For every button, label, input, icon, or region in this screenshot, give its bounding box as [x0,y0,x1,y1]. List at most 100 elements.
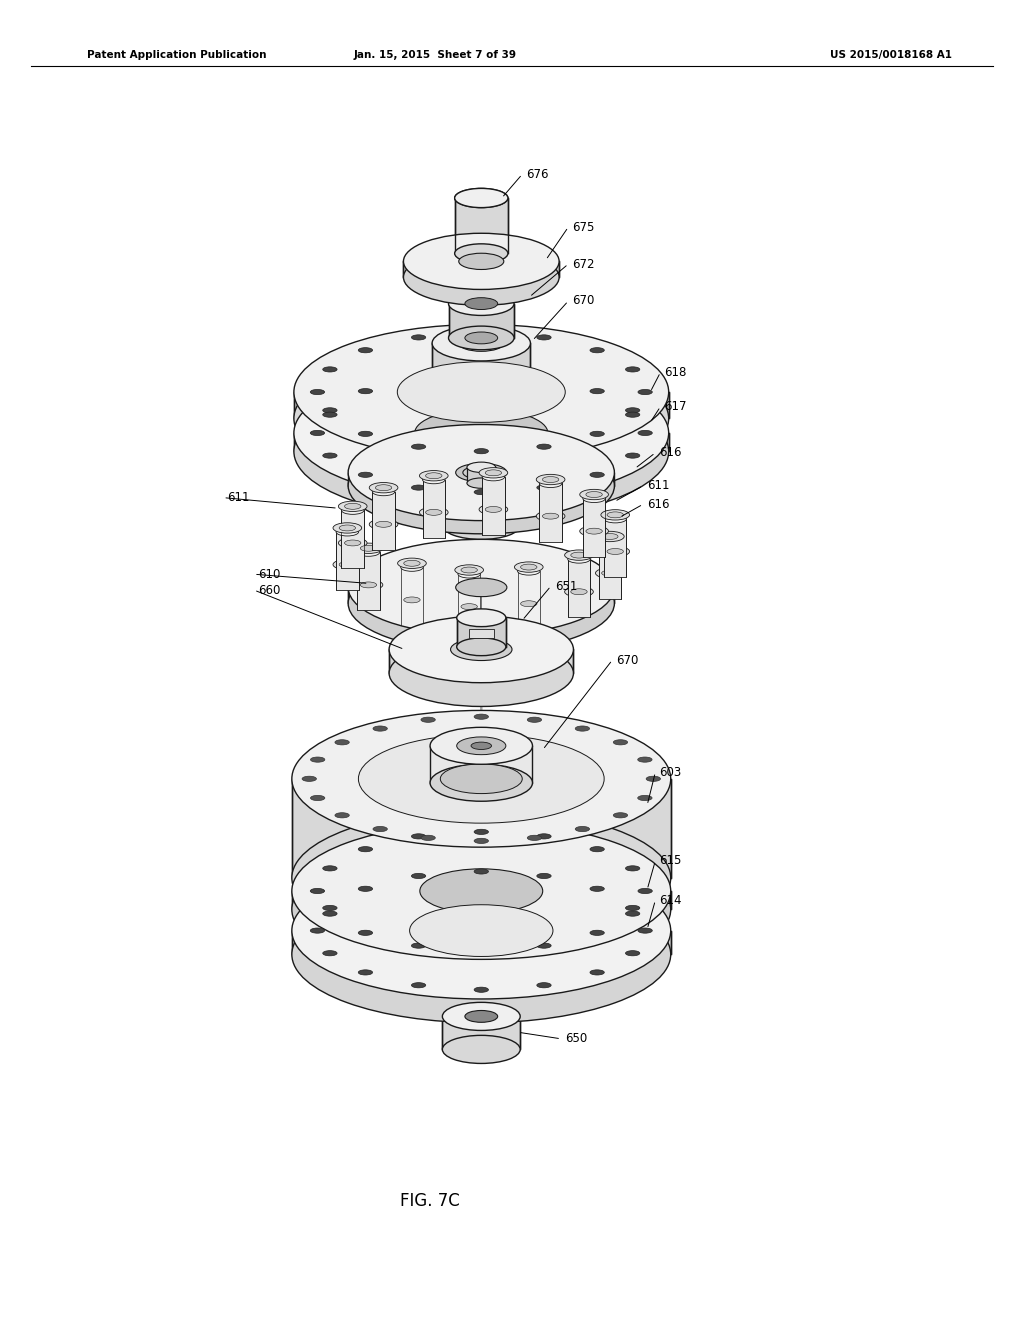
Ellipse shape [421,836,435,841]
FancyBboxPatch shape [469,628,494,638]
Polygon shape [400,568,423,626]
Polygon shape [389,649,573,673]
Ellipse shape [607,549,624,554]
Text: 650: 650 [565,1032,588,1045]
Polygon shape [599,540,622,598]
Ellipse shape [469,645,494,653]
Ellipse shape [333,560,361,570]
Ellipse shape [292,862,671,999]
Text: 672: 672 [572,257,595,271]
Ellipse shape [294,325,669,459]
Ellipse shape [358,846,373,851]
Ellipse shape [527,717,542,722]
Ellipse shape [465,298,498,309]
Ellipse shape [455,602,483,611]
Ellipse shape [348,438,614,533]
Ellipse shape [455,189,508,207]
Ellipse shape [467,462,496,473]
Ellipse shape [459,335,504,351]
Ellipse shape [613,739,628,744]
Ellipse shape [348,556,614,651]
Ellipse shape [517,568,540,576]
Ellipse shape [474,829,488,834]
Ellipse shape [344,540,360,546]
Text: FIG. 7C: FIG. 7C [400,1192,460,1210]
Ellipse shape [455,189,508,207]
Ellipse shape [358,734,604,824]
Ellipse shape [310,389,325,395]
Polygon shape [432,343,530,393]
Ellipse shape [586,491,602,498]
Polygon shape [482,477,505,535]
Ellipse shape [389,616,573,682]
Ellipse shape [479,504,508,515]
Ellipse shape [449,292,514,315]
Ellipse shape [459,253,504,269]
Ellipse shape [397,362,565,422]
Ellipse shape [540,479,562,487]
Ellipse shape [403,560,420,566]
Ellipse shape [474,449,488,454]
Ellipse shape [389,640,573,706]
Ellipse shape [360,545,377,552]
Ellipse shape [451,639,512,660]
Ellipse shape [336,528,358,536]
Polygon shape [348,587,614,603]
Polygon shape [567,560,590,618]
Ellipse shape [626,412,640,417]
Ellipse shape [344,503,360,510]
Polygon shape [336,532,358,590]
Ellipse shape [474,330,488,335]
Ellipse shape [474,714,488,719]
Ellipse shape [358,473,373,478]
Ellipse shape [339,561,355,568]
Text: 675: 675 [572,220,595,234]
Polygon shape [455,198,508,253]
Ellipse shape [339,525,355,531]
Text: 614: 614 [659,894,682,907]
Polygon shape [457,618,506,647]
Ellipse shape [590,473,604,478]
Ellipse shape [474,869,488,874]
Ellipse shape [596,532,625,541]
Ellipse shape [354,543,383,553]
Ellipse shape [376,521,392,527]
Ellipse shape [358,931,373,936]
Text: 611: 611 [647,479,670,492]
Ellipse shape [426,473,442,479]
Text: 616: 616 [647,498,670,511]
Ellipse shape [474,987,488,993]
Text: 618: 618 [665,366,687,379]
Ellipse shape [638,430,652,436]
Ellipse shape [373,826,387,832]
Ellipse shape [412,444,426,449]
Polygon shape [294,392,669,418]
Ellipse shape [323,453,337,458]
Ellipse shape [626,866,640,871]
Ellipse shape [537,484,551,490]
Text: 610: 610 [258,568,281,581]
Polygon shape [292,779,671,878]
Polygon shape [341,511,364,569]
Ellipse shape [599,536,622,545]
Ellipse shape [626,906,640,911]
Ellipse shape [537,335,551,341]
Ellipse shape [461,603,477,610]
Ellipse shape [430,764,532,801]
Text: 676: 676 [526,168,549,181]
Ellipse shape [425,372,538,412]
Ellipse shape [590,347,604,352]
Ellipse shape [485,470,502,475]
Ellipse shape [537,942,551,948]
Text: 616: 616 [659,446,682,459]
Ellipse shape [412,982,426,987]
Ellipse shape [520,564,537,570]
Ellipse shape [358,347,373,352]
Ellipse shape [358,388,373,393]
Text: 603: 603 [659,766,682,779]
Ellipse shape [456,463,507,482]
Ellipse shape [323,906,337,911]
Ellipse shape [403,234,559,289]
Text: Jan. 15, 2015  Sheet 7 of 39: Jan. 15, 2015 Sheet 7 of 39 [353,50,517,61]
Ellipse shape [520,601,537,607]
